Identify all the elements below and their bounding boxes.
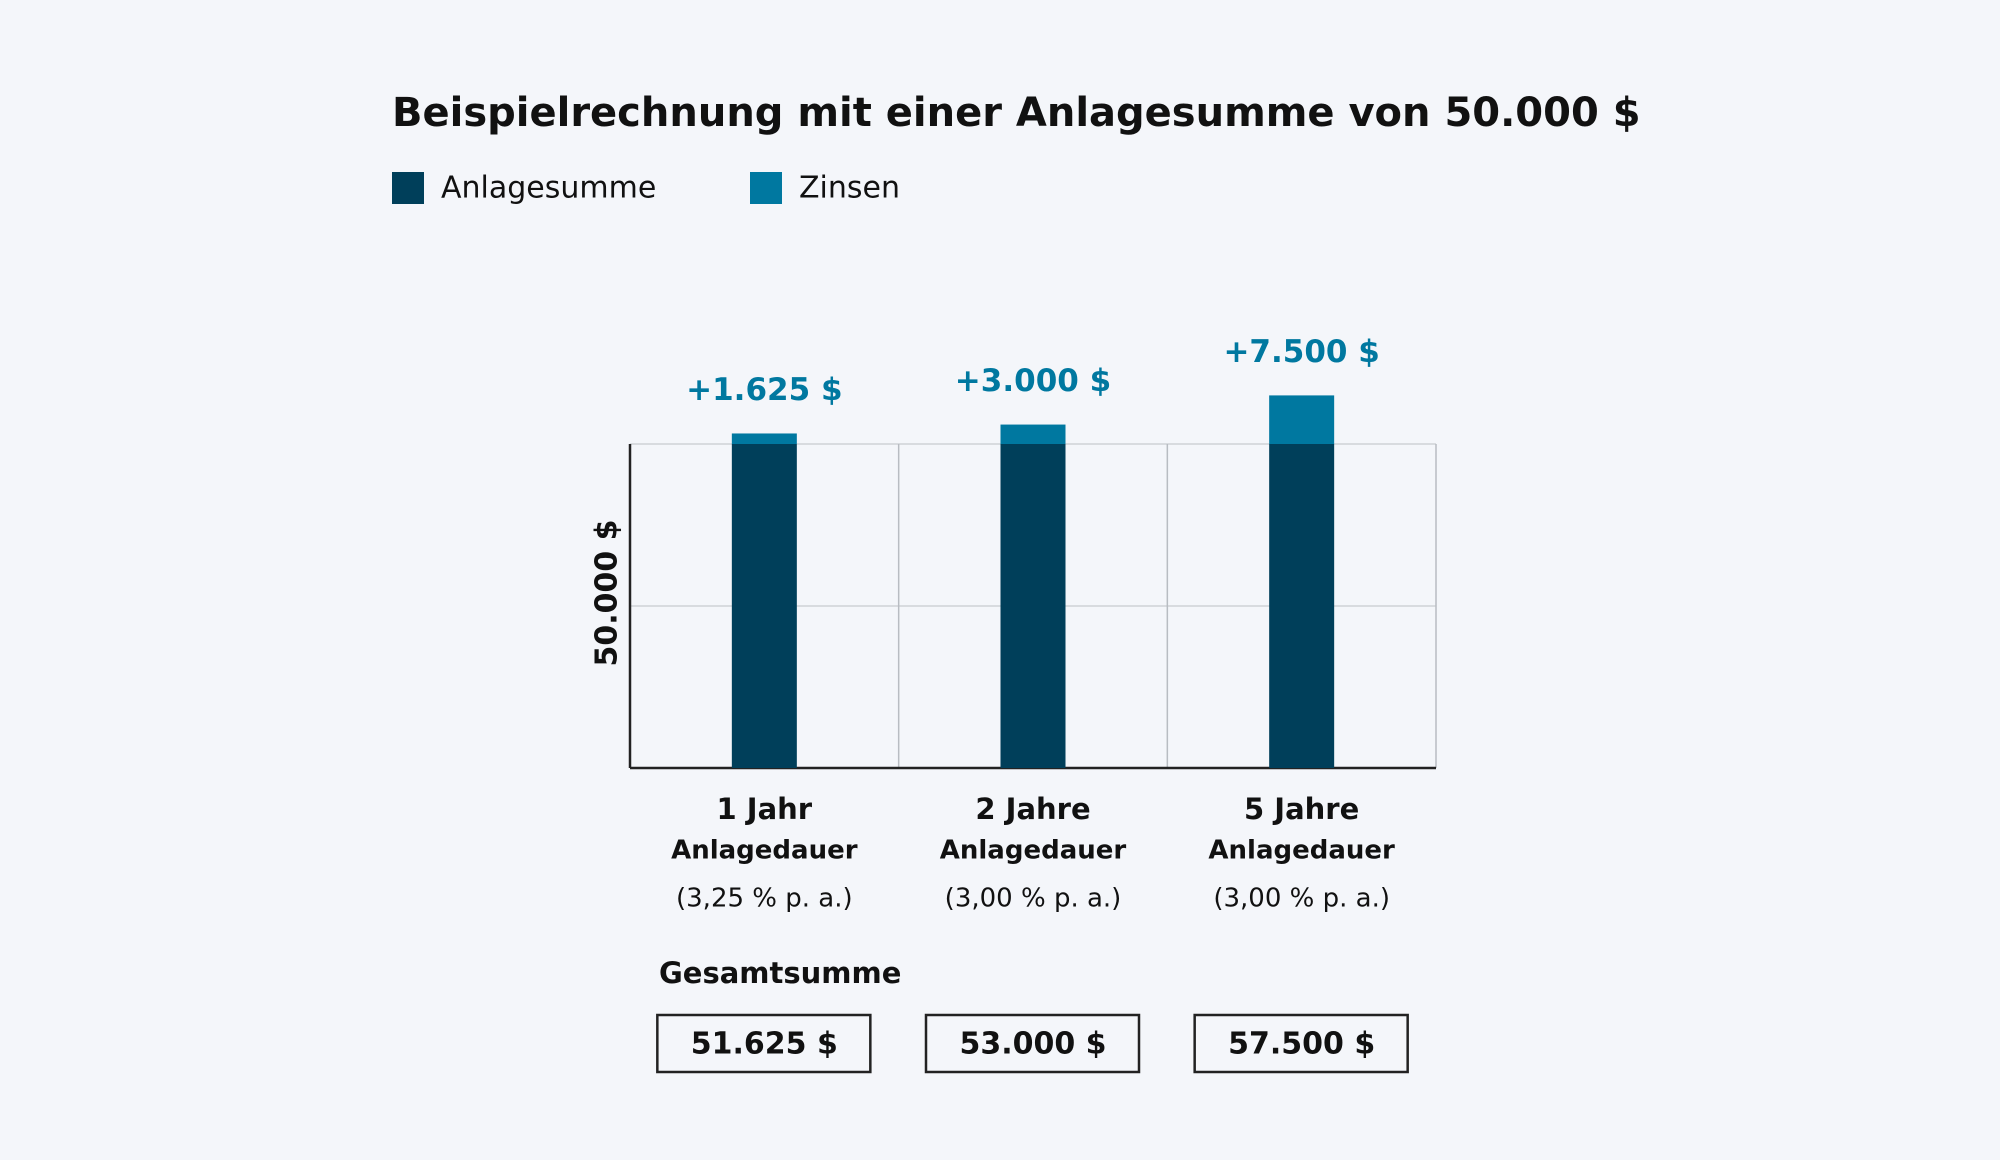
total-label: 57.500 $ [1228, 1027, 1375, 1062]
x-tick-rate: (3,00 % p. a.) [1213, 884, 1390, 914]
bar-segment [1269, 444, 1335, 768]
x-tick-label: 2 Jahre [975, 792, 1090, 826]
x-tick-rate: (3,00 % p. a.) [945, 884, 1122, 914]
total-box [924, 1013, 1141, 1074]
total-box [656, 1013, 872, 1074]
legend-label: Anlagesumme [441, 171, 656, 206]
x-tick-label: 5 Jahre [1244, 792, 1359, 826]
x-tick-sublabel: Anlagedauer [940, 836, 1127, 866]
total-box [1193, 1013, 1409, 1074]
x-tick-label: 1 Jahr [717, 792, 813, 826]
bar-segment [731, 444, 797, 768]
bar-segment [1000, 424, 1066, 444]
bar-segment [731, 433, 797, 444]
value-label: +1.625 $ [686, 372, 842, 408]
total-label: 53.000 $ [959, 1027, 1106, 1062]
y-axis-label: 50.000 $ [590, 519, 625, 666]
x-tick-sublabel: Anlagedauer [671, 836, 858, 866]
totals-title: Gesamtsumme [659, 956, 901, 990]
value-label: +3.000 $ [955, 363, 1111, 399]
value-label: +7.500 $ [1223, 334, 1379, 370]
bar-segment [1000, 444, 1066, 768]
chart-title: Beispielrechnung mit einer Anlagesumme v… [392, 90, 1641, 136]
x-tick-rate: (3,25 % p. a.) [676, 884, 853, 914]
legend-swatch [750, 172, 782, 204]
legend-label: Zinsen [799, 171, 900, 206]
bar-segment [1269, 395, 1335, 444]
total-label: 51.625 $ [691, 1027, 838, 1062]
x-tick-sublabel: Anlagedauer [1208, 836, 1395, 866]
legend-swatch [392, 172, 424, 204]
